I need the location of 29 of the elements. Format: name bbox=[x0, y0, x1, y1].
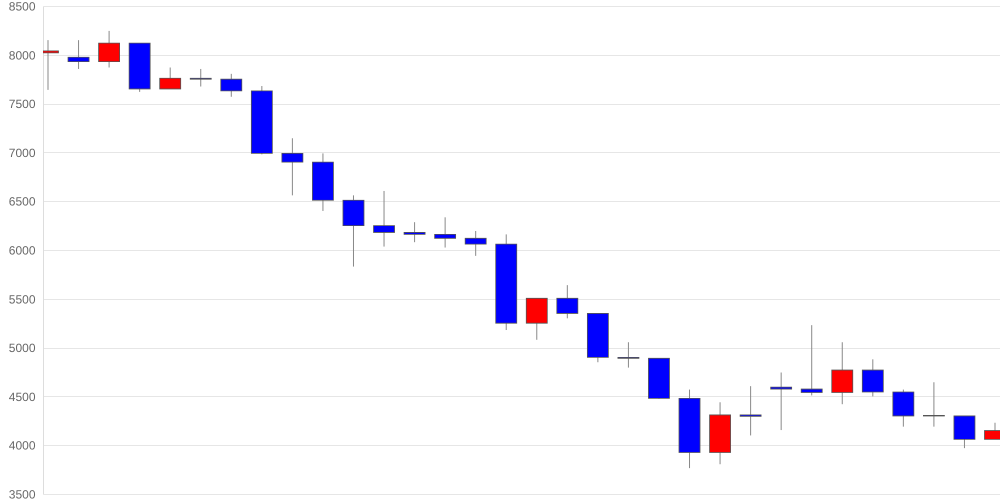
candlestick bbox=[464, 230, 487, 256]
candlestick bbox=[770, 372, 792, 431]
candlestick bbox=[740, 386, 762, 436]
y-tick-label: 6500 bbox=[8, 194, 36, 209]
candlestick bbox=[98, 30, 120, 68]
y-tick-label: 5000 bbox=[8, 341, 36, 356]
y-tick-label: 3500 bbox=[8, 488, 36, 500]
y-tick-label: 5500 bbox=[8, 292, 36, 306]
y-tick-label: 7000 bbox=[8, 146, 36, 160]
candlestick bbox=[800, 324, 823, 396]
candlestick bbox=[68, 40, 90, 70]
candlestick bbox=[923, 382, 945, 428]
y-tick-label: 6000 bbox=[8, 244, 36, 258]
y-tick-label: 8500 bbox=[8, 0, 36, 14]
candlestick bbox=[159, 66, 182, 90]
y-tick-label: 7500 bbox=[8, 97, 36, 112]
candlestick bbox=[434, 216, 456, 248]
candlestick bbox=[831, 342, 854, 405]
candlestick bbox=[373, 190, 395, 248]
candlestick bbox=[556, 284, 578, 319]
candlestick bbox=[220, 73, 242, 98]
y-tick-label: 4000 bbox=[8, 438, 36, 453]
y-tick-label: 4500 bbox=[8, 390, 36, 404]
y-tick-label: 8000 bbox=[8, 48, 36, 62]
candlestick bbox=[862, 358, 884, 397]
candlestick bbox=[954, 415, 976, 449]
candlestick bbox=[404, 222, 426, 243]
candlestick bbox=[281, 138, 304, 196]
candlestick bbox=[892, 389, 914, 428]
